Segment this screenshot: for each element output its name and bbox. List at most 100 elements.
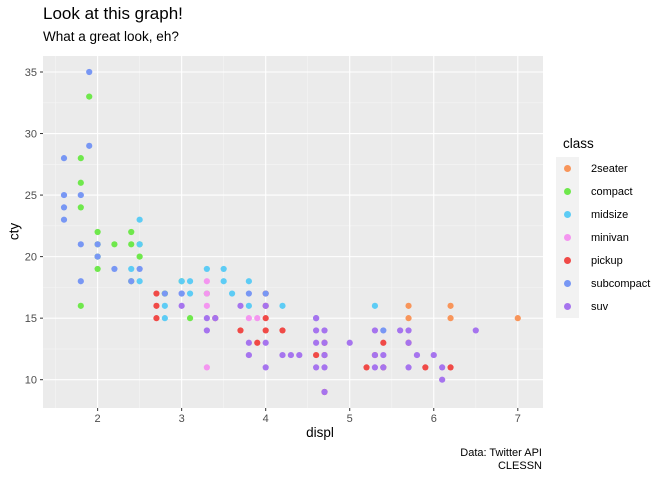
data-point-pickup: [363, 364, 370, 371]
data-point-midsize: [220, 278, 227, 285]
data-point-suv: [413, 351, 421, 359]
data-point-suv: [212, 315, 219, 322]
data-point-suv: [371, 327, 379, 334]
legend-label: suv: [591, 300, 609, 313]
data-point-subcompact: [86, 68, 93, 76]
data-point-compact: [94, 265, 101, 273]
data-point-compact: [77, 204, 84, 211]
legend: class 2seater compact midsize minivan pickup…: [556, 136, 650, 318]
data-point-minivan: [203, 278, 210, 285]
legend-label: midsize: [591, 208, 629, 221]
legend-key: [556, 226, 579, 249]
data-point-suv: [313, 327, 320, 334]
x-axis-label: displ: [306, 425, 334, 440]
caption-line-1: Data: Twitter API: [460, 447, 542, 459]
data-point-minivan: [203, 364, 210, 371]
x-tick-label: 2: [95, 413, 101, 425]
data-point-suv: [371, 364, 379, 371]
data-point-subcompact: [77, 278, 84, 285]
data-point-suv: [472, 327, 479, 334]
data-point-midsize: [245, 302, 252, 309]
data-point-pickup: [447, 364, 454, 371]
data-point-suv: [287, 351, 294, 359]
data-point-suv: [262, 302, 269, 309]
data-point-subcompact: [94, 241, 101, 248]
legend-dot: [564, 257, 571, 264]
data-point-pickup: [279, 327, 286, 334]
legend-label: pickup: [591, 254, 623, 267]
data-point-midsize: [228, 290, 236, 297]
data-point-suv: [405, 327, 412, 334]
legend-dot: [564, 165, 571, 172]
caption-line-2: CLESSN: [497, 460, 542, 472]
data-point-suv: [313, 339, 320, 346]
data-point-suv: [380, 364, 387, 371]
data-point-suv: [237, 302, 244, 309]
y-axis-ticks: 10 15 20 25 30 35: [25, 67, 43, 387]
data-point-suv: [279, 351, 286, 359]
data-point-pickup: [153, 290, 160, 297]
legend-key: [556, 180, 579, 203]
chart-title: Look at this graph!: [43, 4, 183, 23]
legend-label: 2seater: [591, 162, 628, 175]
data-point-subcompact: [161, 290, 168, 297]
legend-key: [556, 272, 579, 295]
y-tick-label: 30: [25, 129, 37, 141]
data-point-pickup: [153, 302, 160, 309]
data-point-suv: [313, 364, 320, 371]
data-point-compact: [77, 179, 84, 186]
data-point-subcompact: [77, 191, 84, 199]
data-point-pickup: [254, 339, 261, 346]
grid-major: [43, 56, 543, 408]
data-point-subcompact: [60, 216, 68, 223]
data-point-pickup: [262, 327, 269, 334]
legend-label: subcompact: [591, 277, 651, 290]
data-point-subcompact: [111, 265, 118, 273]
legend-item-midsize: midsize: [556, 203, 650, 226]
legend-item-compact: compact: [556, 180, 650, 203]
data-point-minivan: [203, 302, 210, 309]
data-point-midsize: [136, 216, 143, 223]
legend-dot: [564, 234, 571, 241]
legend-items: 2seater compact midsize minivan pickup subcom…: [556, 157, 650, 318]
x-tick-label: 7: [515, 413, 521, 425]
data-point-suv: [405, 339, 412, 346]
data-point-suv: [321, 388, 328, 396]
data-point-subcompact: [245, 290, 252, 297]
legend-title: class: [563, 136, 594, 151]
data-point-suv: [321, 339, 328, 346]
data-point-midsize: [220, 265, 227, 273]
y-tick-label: 15: [25, 313, 37, 325]
data-point-subcompact: [77, 241, 84, 248]
data-point-midsize: [161, 302, 168, 309]
legend-dot: [564, 280, 571, 287]
legend-item-pickup: pickup: [556, 249, 650, 272]
legend-dot: [564, 303, 571, 310]
data-point-compact: [86, 93, 93, 100]
data-point-suv: [430, 351, 437, 359]
data-point-suv: [178, 302, 185, 309]
data-point-midsize: [136, 241, 143, 248]
data-point-midsize: [371, 302, 379, 309]
data-point-suv: [245, 351, 252, 359]
data-point-compact: [94, 228, 101, 236]
y-tick-label: 10: [25, 375, 37, 387]
legend-dot: [564, 211, 571, 218]
data-point-midsize: [128, 265, 135, 273]
legend-key: [556, 203, 579, 226]
data-point-pickup: [422, 364, 429, 371]
data-point-midsize: [161, 315, 168, 322]
data-point-suv: [203, 327, 210, 334]
data-point-subcompact: [262, 290, 269, 297]
data-point-suv: [439, 364, 446, 371]
y-axis-label: cty: [6, 222, 22, 241]
x-tick-label: 4: [263, 413, 269, 425]
data-point-suv: [405, 364, 412, 371]
data-point-pickup: [313, 351, 320, 359]
legend-label: compact: [591, 185, 633, 198]
data-point-suv: [321, 327, 328, 334]
data-point-suv: [262, 339, 269, 346]
legend-key: [556, 249, 579, 272]
data-point-compact: [128, 228, 135, 236]
